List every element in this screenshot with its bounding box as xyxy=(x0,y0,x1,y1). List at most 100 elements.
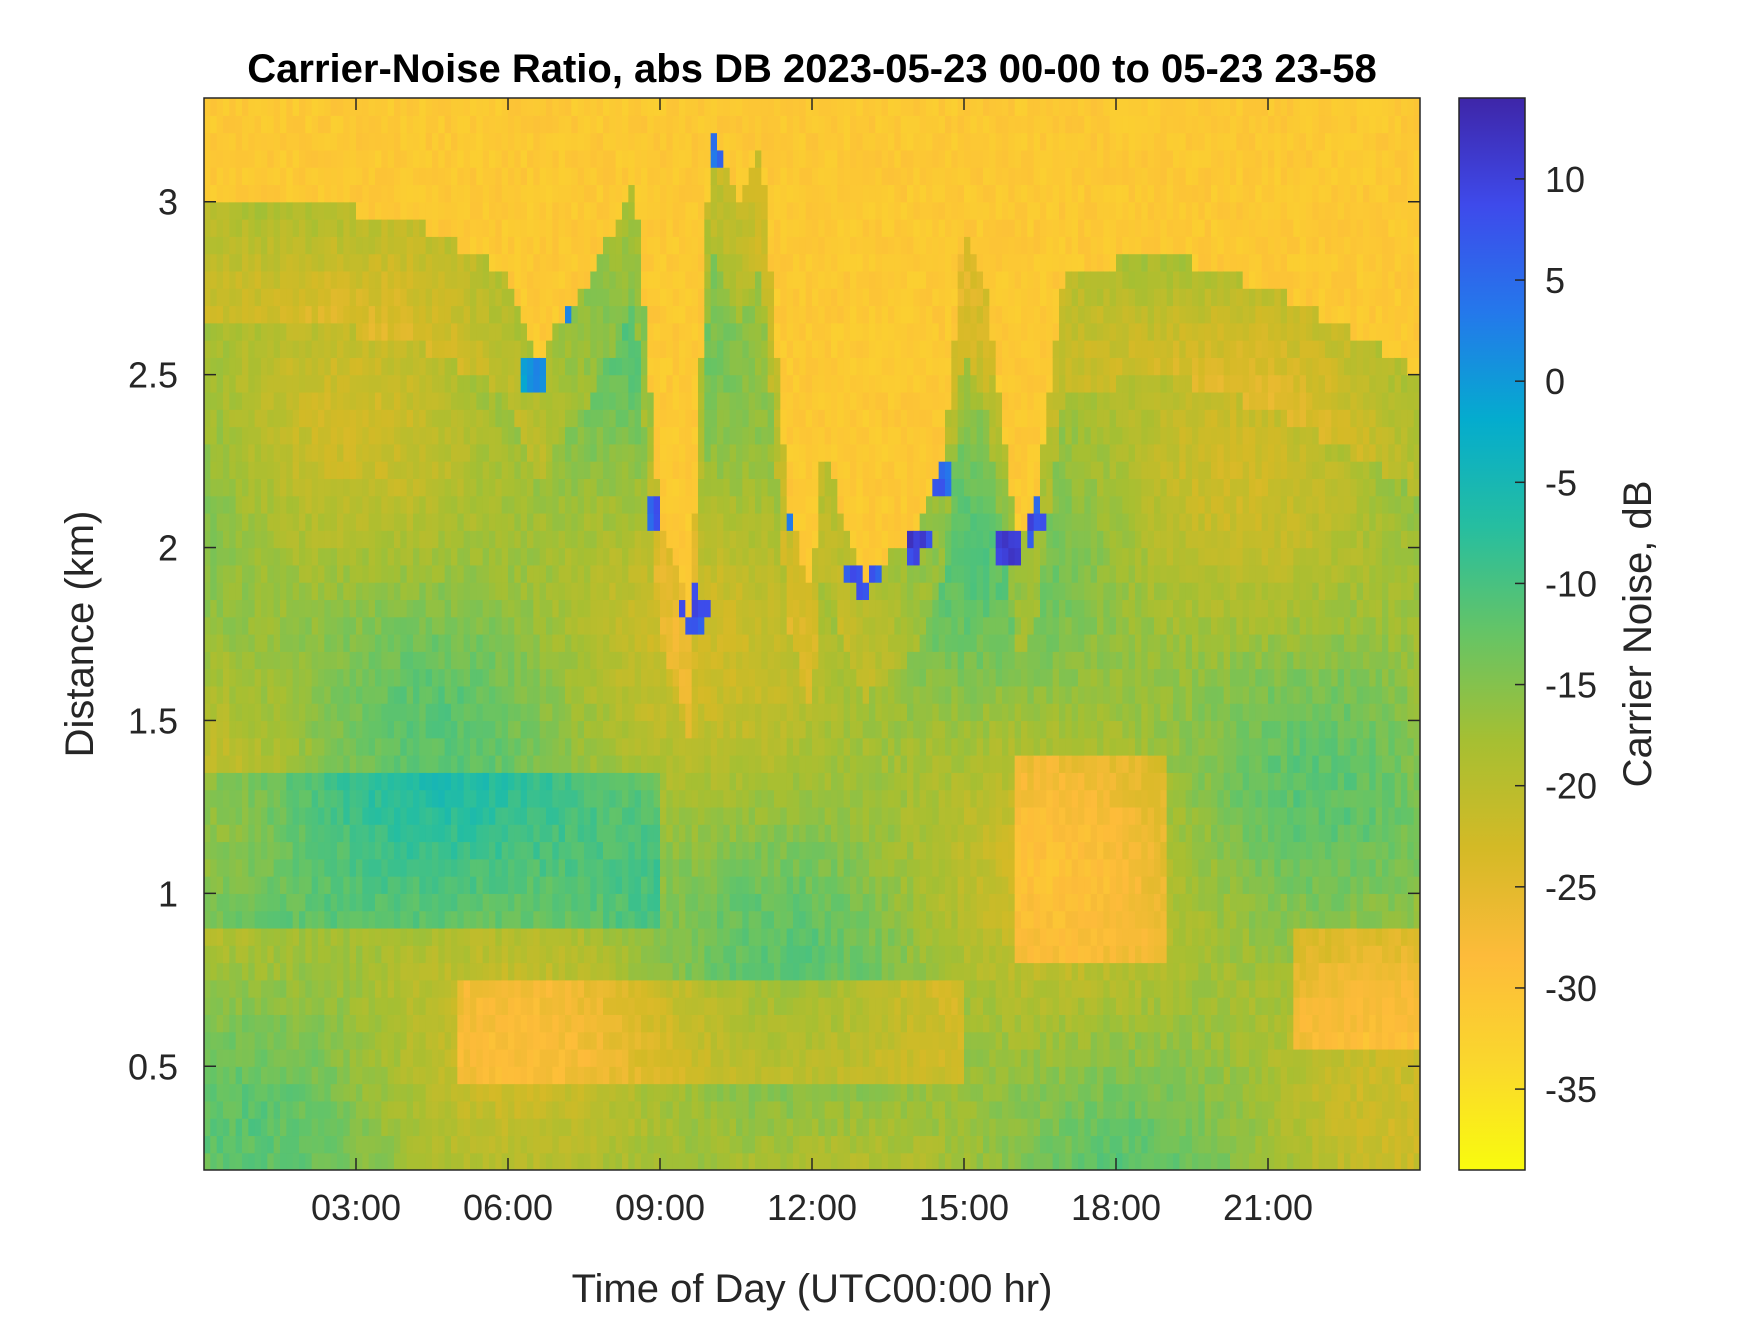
heatmap-cell xyxy=(603,149,610,168)
heatmap-cell xyxy=(463,305,471,324)
heatmap-cell xyxy=(349,288,357,307)
heatmap-cell xyxy=(356,149,363,168)
heatmap-cell xyxy=(292,1152,300,1170)
heatmap-cell xyxy=(666,461,674,479)
heatmap-cell xyxy=(235,634,243,652)
heatmap-cell xyxy=(387,599,395,618)
heatmap-cell xyxy=(615,426,623,445)
heatmap-cell xyxy=(495,720,503,739)
heatmap-cell xyxy=(280,997,287,1015)
heatmap-cell xyxy=(634,979,642,998)
heatmap-cell xyxy=(381,893,389,912)
heatmap-cell xyxy=(330,1048,338,1067)
heatmap-cell xyxy=(362,893,370,912)
heatmap-cell xyxy=(400,1083,408,1102)
heatmap-cell xyxy=(552,322,560,341)
heatmap-cell xyxy=(356,409,363,428)
heatmap-cell xyxy=(653,841,661,860)
heatmap-cell xyxy=(280,685,287,704)
heatmap-cell xyxy=(444,962,452,981)
heatmap-cell xyxy=(305,184,313,203)
heatmap-cell xyxy=(394,876,401,894)
heatmap-cell xyxy=(330,893,338,912)
heatmap-cell xyxy=(533,685,541,704)
heatmap-cell xyxy=(666,755,674,773)
heatmap-cell xyxy=(324,893,332,912)
heatmap-cell xyxy=(292,1083,300,1102)
heatmap-cell xyxy=(584,703,591,722)
heatmap-cell xyxy=(324,876,332,894)
heatmap-cell xyxy=(470,599,477,618)
heatmap-cell xyxy=(311,547,319,566)
heatmap-cell xyxy=(406,1135,414,1154)
heatmap-cell xyxy=(647,1135,655,1154)
heatmap-cell xyxy=(368,357,376,376)
heatmap-cell xyxy=(685,270,693,289)
heatmap-cell xyxy=(634,564,642,583)
heatmap-cell xyxy=(558,997,566,1015)
heatmap-cell xyxy=(609,910,617,929)
heatmap-cell xyxy=(470,737,477,756)
heatmap-cell xyxy=(248,685,256,704)
heatmap-cell xyxy=(432,789,439,808)
heatmap-cell xyxy=(501,1066,509,1085)
heatmap-cell xyxy=(628,1014,636,1033)
heatmap-cell xyxy=(242,564,249,583)
heatmap-cell xyxy=(337,167,344,186)
heatmap-cell xyxy=(425,357,433,376)
heatmap-cell xyxy=(698,115,705,134)
heatmap-cell xyxy=(495,340,503,358)
heatmap-cell xyxy=(546,340,553,358)
heatmap-cell xyxy=(425,893,433,912)
heatmap-cell xyxy=(394,824,401,843)
heatmap-cell xyxy=(482,1083,490,1102)
heatmap-cell xyxy=(299,772,306,791)
heatmap-cell xyxy=(235,1118,243,1137)
heatmap-cell xyxy=(387,1014,395,1033)
heatmap-cell xyxy=(609,806,617,825)
heatmap-cell xyxy=(229,841,237,860)
heatmap-cell xyxy=(425,132,433,151)
heatmap-cell xyxy=(653,322,661,341)
heatmap-cell xyxy=(375,841,382,860)
heatmap-cell xyxy=(565,945,572,964)
heatmap-cell xyxy=(419,582,427,601)
heatmap-cell xyxy=(216,340,224,358)
heatmap-cell xyxy=(261,547,268,566)
heatmap-cell xyxy=(508,564,515,583)
heatmap-cell xyxy=(666,1066,674,1085)
heatmap-cell xyxy=(520,634,528,652)
heatmap-cell xyxy=(495,668,503,687)
heatmap-cell xyxy=(444,115,452,134)
heatmap-cell xyxy=(311,720,319,739)
heatmap-cell xyxy=(710,945,718,964)
heatmap-cell xyxy=(387,236,395,255)
heatmap-cell xyxy=(337,564,344,583)
heatmap-cell xyxy=(318,219,325,237)
heatmap-cell xyxy=(615,703,623,722)
heatmap-cell xyxy=(311,426,319,445)
heatmap-cell xyxy=(482,530,490,549)
heatmap-cell xyxy=(311,1066,319,1085)
heatmap-cell xyxy=(539,634,547,652)
heatmap-cell xyxy=(457,1152,465,1170)
heatmap-cell xyxy=(514,495,522,514)
heatmap-cell xyxy=(451,1100,458,1119)
heatmap-cell xyxy=(489,132,496,151)
heatmap-cell xyxy=(533,426,541,445)
heatmap-cell xyxy=(457,737,465,756)
heatmap-cell xyxy=(552,1048,560,1067)
heatmap-cell xyxy=(406,201,414,220)
heatmap-cell xyxy=(609,1066,617,1085)
heatmap-cell xyxy=(204,599,211,618)
heatmap-cell xyxy=(413,755,420,773)
heatmap-cell xyxy=(216,391,224,410)
heatmap-cell xyxy=(400,426,408,445)
heatmap-cell xyxy=(704,374,712,393)
heatmap-cell xyxy=(235,876,243,894)
heatmap-cell xyxy=(501,806,509,825)
heatmap-cell xyxy=(248,409,256,428)
heatmap-cell xyxy=(577,599,585,618)
heatmap-cell xyxy=(653,1152,661,1170)
heatmap-cell xyxy=(679,98,686,116)
